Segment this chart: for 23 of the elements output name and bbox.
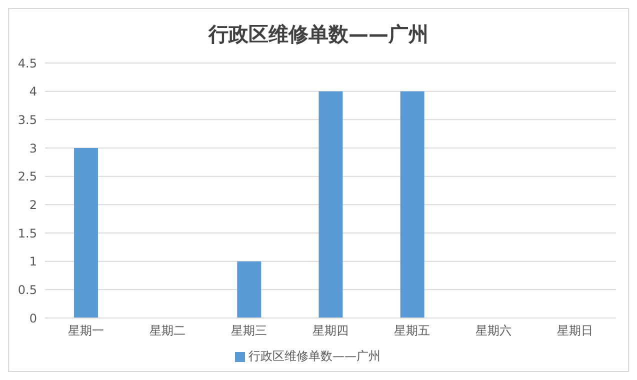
y-tick-label: 0.5 [18,282,37,297]
x-tick-label: 星期日 [557,324,594,338]
y-tick-label: 1.5 [18,226,37,240]
bar [74,148,98,318]
x-tick-label: 星期三 [230,324,267,338]
y-tick-label: 1 [29,254,37,269]
y-tick-label: 2.5 [18,170,37,184]
bar [400,91,424,318]
y-tick-label: 4 [29,84,37,99]
bar [237,261,262,318]
x-tick-label: 星期一 [68,324,104,338]
x-tick-label: 星期二 [149,324,186,338]
y-tick-label: 4.5 [18,56,37,70]
y-tick-label: 3.5 [18,112,37,127]
y-tick-label: 2 [29,198,37,212]
chart-title: 行政区维修单数——广州 [207,21,430,48]
y-tick-label: 3 [29,141,37,156]
y-tick-label: 0 [29,311,37,326]
x-tick-label: 星期五 [394,324,430,338]
bar [318,91,343,318]
legend-label: 行政区维修单数——广州 [248,349,380,363]
x-tick-label: 星期四 [312,324,348,338]
x-tick-label: 星期六 [476,324,512,338]
